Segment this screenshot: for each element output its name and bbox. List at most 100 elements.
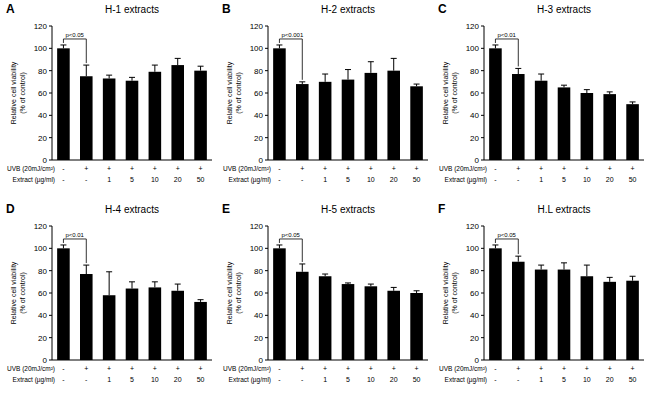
error-bar <box>607 92 613 94</box>
bar <box>80 76 93 160</box>
bar <box>57 48 70 160</box>
x-tick-label: + <box>608 165 612 172</box>
error-cap <box>414 84 420 85</box>
y-tick-label: 0 <box>43 156 48 165</box>
error-bar <box>299 264 305 272</box>
x-tick-label: 20 <box>390 176 398 183</box>
error-bar <box>322 74 328 82</box>
x-tick-label: + <box>631 165 635 172</box>
y-label: Relative cell viability <box>10 261 18 324</box>
error-cap <box>561 85 567 86</box>
y-tick <box>265 270 268 271</box>
x-tick-label: - <box>494 165 497 172</box>
error-cap <box>391 287 397 288</box>
error-line <box>586 90 587 93</box>
bars <box>489 45 639 160</box>
y-tick-label: 100 <box>250 244 264 253</box>
x-tick-label: - <box>494 365 497 372</box>
error-cap <box>414 290 420 291</box>
error-bar <box>630 276 636 280</box>
error-bar <box>152 282 158 288</box>
error-bar <box>322 274 328 276</box>
bar <box>581 276 594 360</box>
title: H-4 extracts <box>105 204 159 215</box>
bar <box>171 291 184 360</box>
error-bar <box>561 85 567 87</box>
y-tick <box>49 160 52 161</box>
error-cap <box>83 65 89 66</box>
error-line <box>370 62 371 73</box>
x-tick-label: + <box>130 165 134 172</box>
error-bar <box>299 82 305 84</box>
bar <box>296 84 309 160</box>
error-bar <box>129 282 135 289</box>
bar <box>80 274 93 360</box>
title: H-3 extracts <box>537 4 591 15</box>
y-tick-label: 0 <box>43 356 48 365</box>
x-row-label: Extract (µg/ml) <box>13 376 55 384</box>
error-line <box>348 70 349 80</box>
x-tick-label: 5 <box>130 376 134 383</box>
error-bar <box>345 70 351 80</box>
y-tick-label: 40 <box>38 111 47 120</box>
panel-letter: F <box>438 202 445 216</box>
y-tick <box>49 26 52 27</box>
y-label: Relative cell viability <box>442 61 450 124</box>
bar <box>558 87 571 160</box>
error-cap <box>538 265 544 266</box>
p-value: p<0.05 <box>65 32 84 38</box>
y-tick <box>265 93 268 94</box>
y-tick-label: 0 <box>259 156 264 165</box>
bar <box>410 293 423 360</box>
error-bar <box>175 58 181 65</box>
y-tick-label: 80 <box>38 267 47 276</box>
error-cap <box>106 75 112 76</box>
y-tick-label: 120 <box>466 222 480 231</box>
bar <box>558 270 571 360</box>
bar <box>194 71 207 160</box>
title: H-1 extracts <box>105 4 159 15</box>
error-bar <box>106 272 112 295</box>
bar <box>126 81 139 160</box>
error-line <box>495 45 496 48</box>
y-tick-label: 60 <box>38 289 47 298</box>
bar <box>273 48 286 160</box>
error-bar <box>276 45 282 48</box>
bars <box>273 45 423 160</box>
x-tick-label: + <box>585 365 589 372</box>
y-label: (% of control) <box>451 272 459 314</box>
y-tick <box>265 70 268 71</box>
x-tick-label: - <box>278 365 281 372</box>
x-tick-label: 50 <box>413 376 421 383</box>
x-tick-label: + <box>415 365 419 372</box>
x-tick-label: 20 <box>174 376 182 383</box>
y-tick-label: 40 <box>254 111 263 120</box>
error-line <box>541 265 542 269</box>
x-row-label: Extract (µg/ml) <box>445 176 487 184</box>
error-cap <box>515 256 521 257</box>
panel-letter: C <box>438 2 447 16</box>
error-cap <box>299 263 305 264</box>
error-cap <box>345 282 351 283</box>
error-bar <box>106 75 112 78</box>
panel-letter: E <box>222 202 230 216</box>
y-tick-label: 120 <box>34 22 48 31</box>
y-tick <box>49 93 52 94</box>
error-cap <box>276 44 282 45</box>
bracket-line <box>495 39 518 66</box>
x-tick-label: - <box>494 176 497 183</box>
y-tick-label: 80 <box>470 67 479 76</box>
significance-bracket: p<0.05 <box>495 232 518 254</box>
error-bar <box>515 68 521 74</box>
error-line <box>518 68 519 74</box>
bracket-line <box>63 239 86 263</box>
y-tick <box>265 160 268 161</box>
x-axis <box>52 160 212 161</box>
y-tick <box>49 48 52 49</box>
bar <box>103 78 116 160</box>
y-tick-label: 0 <box>475 156 480 165</box>
error-cap <box>515 68 521 69</box>
error-bar <box>538 74 544 81</box>
error-bar <box>152 65 158 72</box>
error-bar <box>345 283 351 284</box>
